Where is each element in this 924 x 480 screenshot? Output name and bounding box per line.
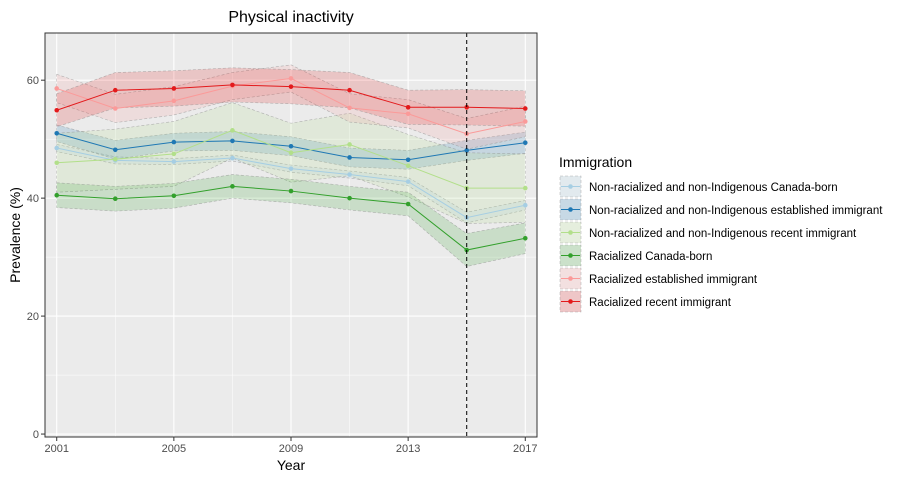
data-point <box>171 98 177 104</box>
data-point <box>230 138 235 144</box>
data-point <box>522 140 528 145</box>
data-point <box>54 130 60 136</box>
data-point <box>54 192 60 198</box>
data-point <box>405 111 411 117</box>
data-point <box>347 172 352 177</box>
legend-item: Racialized Canada-born <box>559 244 712 267</box>
legend-item: Non-racialized and non-Indigenous Canada… <box>559 175 838 198</box>
data-point <box>288 84 294 89</box>
legend-label: Racialized established immigrant <box>589 274 758 286</box>
data-point <box>347 142 352 147</box>
legend-key-point <box>568 207 573 212</box>
y-tick-label: 40 <box>27 193 39 205</box>
data-point <box>288 188 294 194</box>
data-point <box>230 155 235 161</box>
legend-key-point <box>568 184 573 189</box>
legend-title: Immigration <box>559 154 632 170</box>
x-tick-label: 2009 <box>279 443 303 455</box>
legend: Immigration Non-racialized and non-Indig… <box>559 154 883 313</box>
data-point <box>522 202 528 208</box>
legend-item: Racialized established immigrant <box>559 267 758 290</box>
data-point <box>347 155 352 160</box>
legend-label: Non-racialized and non-Indigenous Canada… <box>589 182 838 194</box>
data-point <box>347 195 352 201</box>
legend-label: Racialized Canada-born <box>589 251 712 263</box>
y-axis-title: Prevalence (%) <box>7 187 23 283</box>
chart-title: Physical inactivity <box>228 9 353 26</box>
x-tick-label: 2013 <box>396 443 420 455</box>
data-point <box>288 76 294 81</box>
data-point <box>230 184 235 189</box>
legend-label: Non-racialized and non-Indigenous recent… <box>589 228 857 240</box>
legend-item: Racialized recent immigrant <box>559 290 732 313</box>
data-point <box>112 106 118 111</box>
data-point <box>405 157 411 163</box>
data-point <box>112 196 118 202</box>
legend-item: Non-racialized and non-Indigenous establ… <box>559 198 883 221</box>
legend-key-point <box>568 299 573 304</box>
data-point <box>54 86 60 91</box>
legend-label: Racialized recent immigrant <box>589 297 732 309</box>
data-point <box>54 145 60 151</box>
data-point <box>347 105 352 111</box>
legend-key-point <box>568 276 573 281</box>
x-axis-title: Year <box>277 457 306 473</box>
y-axis-ticks: 0 20 40 60 <box>27 75 45 441</box>
legend-key-point <box>568 253 573 258</box>
y-tick-label: 60 <box>27 75 39 87</box>
x-tick-label: 2001 <box>44 443 68 455</box>
plot-border <box>44 32 538 438</box>
data-point <box>54 160 60 166</box>
data-point <box>288 166 294 171</box>
series-band <box>56 144 526 224</box>
series-band <box>56 102 526 224</box>
data-point <box>405 201 411 207</box>
legend-item: Non-racialized and non-Indigenous recent… <box>559 221 857 244</box>
data-point <box>522 235 528 241</box>
data-point <box>405 105 411 110</box>
data-point <box>171 159 177 164</box>
data-point <box>464 148 470 153</box>
data-point <box>522 119 528 124</box>
data-point <box>171 151 177 157</box>
data-point <box>112 147 118 153</box>
y-tick-label: 20 <box>27 311 39 323</box>
data-point <box>522 106 528 111</box>
data-point <box>112 156 118 162</box>
legend-key-point <box>568 230 573 235</box>
legend-label: Non-racialized and non-Indigenous establ… <box>589 205 883 217</box>
data-point <box>288 143 294 149</box>
series-band <box>56 64 526 150</box>
data-point <box>54 107 60 113</box>
data-point <box>347 87 352 93</box>
y-tick-label: 0 <box>33 429 39 441</box>
x-tick-label: 2017 <box>513 443 537 455</box>
data-point <box>405 163 411 169</box>
data-point <box>230 128 235 133</box>
series-points <box>54 76 528 253</box>
data-point <box>171 86 177 91</box>
data-point <box>112 87 118 93</box>
data-point <box>171 139 177 145</box>
data-point <box>405 179 411 184</box>
data-point <box>171 193 177 199</box>
x-tick-label: 2005 <box>162 443 186 455</box>
data-point <box>230 82 235 88</box>
x-axis-ticks: 2001 2005 2009 2013 2017 <box>44 437 538 455</box>
data-point <box>522 185 528 191</box>
data-point <box>288 150 294 156</box>
data-point <box>464 105 470 110</box>
